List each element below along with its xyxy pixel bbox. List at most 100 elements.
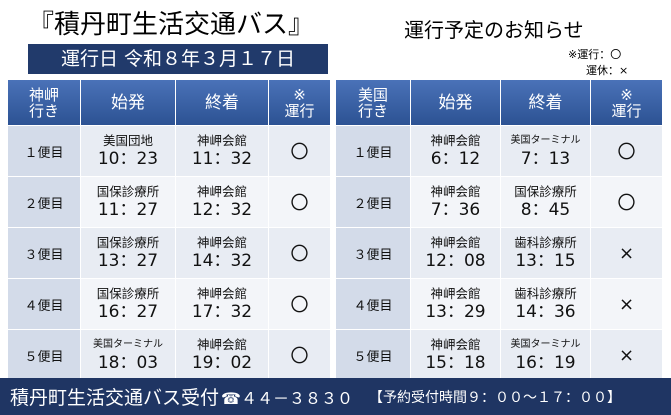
status-cell: × [591, 279, 662, 329]
dest-cell: 神岬会館 19：02 [176, 330, 268, 380]
stop: 国保診療所 [96, 235, 160, 250]
stop: 神岬会館 [430, 286, 481, 301]
stop: 美国ターミナル [510, 135, 581, 146]
status-cell: 〇 [591, 177, 662, 227]
trip-cell: １便目 [336, 126, 410, 176]
status: × [618, 293, 635, 315]
stop: 神岬会館 [430, 133, 481, 148]
header-text: 行き [357, 101, 388, 120]
trip-cell: ５便目 [336, 330, 410, 380]
header-cell: 終着 [176, 80, 268, 125]
trip-cell: ２便目 [8, 177, 80, 227]
timetable: 美国 行き 始発 終着 ※ 運行 １便目 神岬会館 6：12 美国ターミナル 7：13 〇 ２便目 神岬会… [336, 80, 662, 380]
title: 『積丹町生活交通バス』 [28, 10, 315, 40]
time: 13：27 [97, 251, 159, 271]
dest-cell: 神岬会館 11：32 [176, 126, 268, 176]
status-cell: 〇 [269, 177, 330, 227]
header-text: 終着 [205, 92, 239, 113]
stop: 神岬会館 [430, 235, 481, 250]
trip-cell: ４便目 [336, 279, 410, 329]
status: 〇 [290, 244, 309, 265]
status-cell: × [591, 330, 662, 380]
time: 13：15 [515, 251, 576, 271]
origin-cell: 美国ターミナル 18：03 [81, 330, 175, 380]
stop: 神岬会館 [196, 133, 247, 148]
header-text: 始発 [438, 92, 473, 113]
stop: 神岬会館 [196, 337, 247, 352]
trip: ３便目 [24, 247, 64, 263]
time: 14：32 [191, 251, 253, 271]
header-text: 美国 [357, 85, 388, 104]
header-cell: 始発 [81, 80, 175, 125]
dest-cell: 神岬会館 17：32 [176, 279, 268, 329]
status-cell: 〇 [269, 228, 330, 278]
status-cell: × [591, 228, 662, 278]
status-cell: 〇 [591, 126, 662, 176]
header-text: 運行 [284, 101, 315, 120]
trip-cell: ４便目 [8, 279, 80, 329]
stop: 神岬会館 [430, 184, 481, 199]
origin-cell: 国保診療所 16：27 [81, 279, 175, 329]
time: 7：13 [520, 149, 571, 169]
header-text: 神岬 [28, 85, 59, 104]
trip-cell: ３便目 [336, 228, 410, 278]
time: 8：45 [520, 200, 571, 220]
time: 16：19 [515, 353, 576, 373]
header-cell: ※ 運行 [591, 80, 662, 125]
status: × [618, 242, 635, 264]
origin-cell: 国保診療所 13：27 [81, 228, 175, 278]
dest-cell: 神岬会館 14：32 [176, 228, 268, 278]
header-cell: 終着 [501, 80, 590, 125]
trip: ２便目 [353, 196, 393, 212]
stop: 神岬会館 [196, 286, 247, 301]
stop: 美国ターミナル [93, 339, 163, 350]
dest-cell: 美国ターミナル 7：13 [501, 126, 590, 176]
stop: 神岬会館 [196, 235, 247, 250]
stop: 美国団地 [102, 133, 153, 148]
stop: 歯科診療所 [514, 235, 577, 250]
time: 17：32 [191, 302, 253, 322]
header-cell: 始発 [411, 80, 500, 125]
origin-cell: 神岬会館 15：18 [411, 330, 500, 380]
timetable: 神岬 行き 始発 終着 ※ 運行 １便目 美国団地 10：23 神岬会館 11：32 〇 ２便目 国保診療… [8, 80, 330, 380]
trip-cell: ２便目 [336, 177, 410, 227]
time: 6：12 [430, 149, 481, 169]
stop: 神岬会館 [196, 184, 247, 199]
time: 14：36 [515, 302, 576, 322]
stop: 国保診療所 [96, 184, 160, 199]
date-banner: 運行日 令和８年３月１７日 [28, 44, 328, 74]
status-cell: 〇 [269, 330, 330, 380]
dest-cell: 歯科診療所 14：36 [501, 279, 590, 329]
trip: ５便目 [353, 349, 393, 365]
header-text: 終着 [528, 92, 563, 113]
header-cell: ※ 運行 [269, 80, 330, 125]
status: × [618, 344, 635, 366]
header-text: ※ [293, 85, 306, 104]
stop: 国保診療所 [96, 286, 160, 301]
stop: 歯科診療所 [514, 286, 577, 301]
status: 〇 [290, 193, 309, 214]
time: 10：23 [97, 149, 159, 169]
stop: 神岬会館 [430, 337, 481, 352]
status: 〇 [290, 142, 309, 163]
phone: ☎４４－３８３０ [221, 388, 353, 408]
header-cell: 美国 行き [336, 80, 410, 125]
trip: ４便目 [353, 298, 393, 314]
footer: 積丹町生活交通バス受付 ☎４４－３８３０ 【予約受付時間９：００～１７：００】 [0, 378, 671, 415]
origin-cell: 神岬会館 12：08 [411, 228, 500, 278]
header-text: 行き [28, 101, 59, 120]
trip: １便目 [24, 145, 64, 161]
time: 16：27 [97, 302, 159, 322]
origin-cell: 神岬会館 7：36 [411, 177, 500, 227]
time: 12：32 [191, 200, 253, 220]
trip: ２便目 [24, 196, 64, 212]
origin-cell: 美国団地 10：23 [81, 126, 175, 176]
stop: 美国ターミナル [510, 339, 581, 350]
trip-cell: １便目 [8, 126, 80, 176]
header-cell: 神岬 行き [8, 80, 80, 125]
dest-cell: 神岬会館 12：32 [176, 177, 268, 227]
trip-cell: ５便目 [8, 330, 80, 380]
subtitle: 運行予定のお知らせ [404, 18, 584, 42]
time: 11：32 [191, 149, 253, 169]
status: 〇 [617, 142, 636, 163]
